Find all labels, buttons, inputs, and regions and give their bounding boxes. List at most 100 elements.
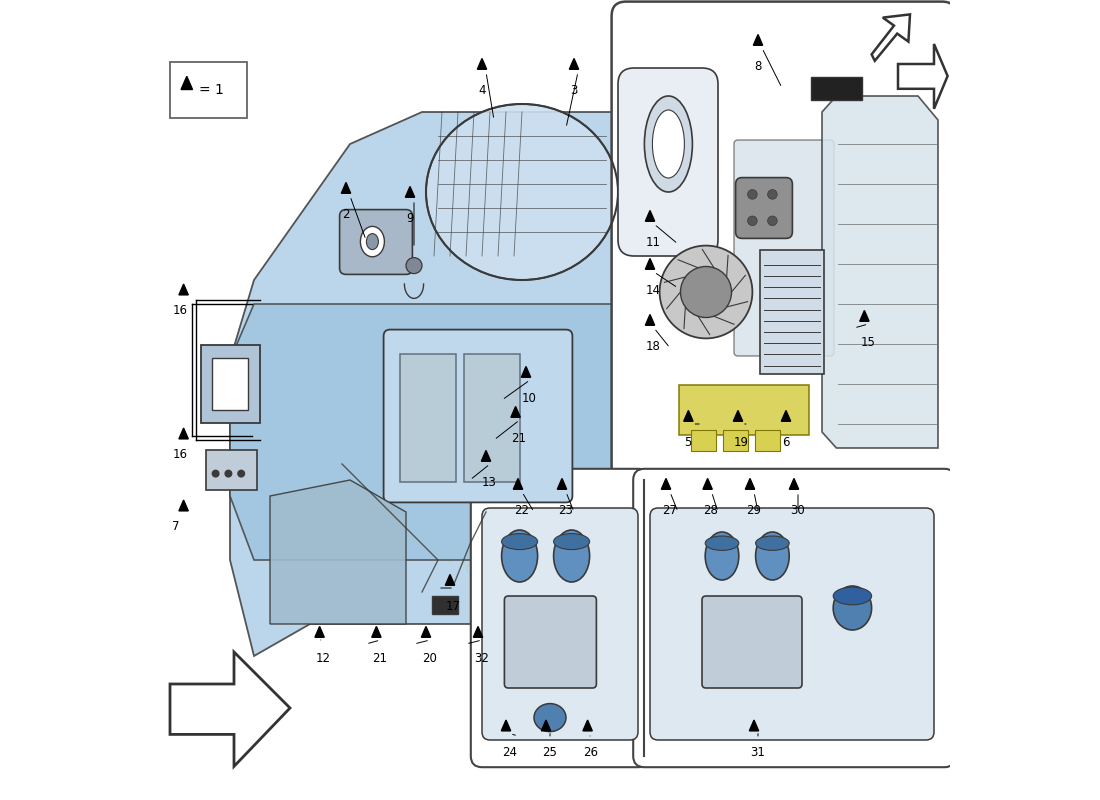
Ellipse shape: [756, 532, 789, 580]
Circle shape: [224, 470, 232, 478]
Polygon shape: [860, 310, 869, 322]
Text: 21: 21: [512, 432, 527, 445]
Polygon shape: [661, 478, 671, 490]
Text: 4: 4: [478, 84, 485, 97]
Text: 10: 10: [522, 392, 537, 405]
FancyBboxPatch shape: [399, 354, 456, 482]
Ellipse shape: [366, 234, 378, 250]
Text: 8: 8: [754, 60, 761, 73]
Polygon shape: [646, 314, 654, 326]
Ellipse shape: [645, 96, 692, 192]
Polygon shape: [230, 304, 630, 560]
FancyBboxPatch shape: [755, 430, 780, 451]
Text: 18: 18: [646, 340, 661, 353]
Polygon shape: [703, 478, 713, 490]
FancyBboxPatch shape: [463, 354, 520, 482]
Polygon shape: [482, 450, 491, 462]
Polygon shape: [898, 44, 947, 109]
Circle shape: [768, 190, 778, 199]
FancyBboxPatch shape: [340, 210, 412, 274]
Circle shape: [748, 216, 757, 226]
Text: 22: 22: [514, 504, 529, 517]
FancyBboxPatch shape: [702, 596, 802, 688]
Polygon shape: [570, 58, 579, 70]
Polygon shape: [473, 626, 483, 638]
Polygon shape: [179, 284, 188, 295]
Polygon shape: [341, 182, 351, 194]
Text: a passion for parts since...: a passion for parts since...: [367, 507, 604, 645]
FancyBboxPatch shape: [734, 140, 834, 356]
Polygon shape: [646, 258, 654, 270]
FancyBboxPatch shape: [482, 508, 638, 740]
FancyBboxPatch shape: [212, 358, 249, 410]
Ellipse shape: [553, 530, 590, 582]
Polygon shape: [871, 14, 910, 61]
Polygon shape: [781, 410, 791, 422]
FancyBboxPatch shape: [612, 2, 956, 482]
Polygon shape: [514, 478, 522, 490]
Polygon shape: [179, 428, 188, 439]
Polygon shape: [446, 574, 454, 586]
Polygon shape: [646, 210, 654, 222]
Polygon shape: [405, 186, 415, 198]
Text: 3: 3: [570, 84, 578, 97]
Text: 28: 28: [704, 504, 718, 517]
Polygon shape: [822, 96, 938, 448]
Circle shape: [681, 266, 732, 318]
Text: 9: 9: [406, 212, 414, 225]
Text: 31: 31: [750, 746, 764, 758]
Polygon shape: [230, 112, 646, 656]
Text: 32: 32: [474, 652, 488, 665]
Text: 30: 30: [790, 504, 805, 517]
FancyBboxPatch shape: [679, 385, 810, 435]
FancyBboxPatch shape: [650, 508, 934, 740]
FancyBboxPatch shape: [384, 330, 572, 502]
Polygon shape: [421, 626, 431, 638]
Ellipse shape: [553, 534, 590, 550]
Text: 20: 20: [422, 652, 437, 665]
FancyBboxPatch shape: [691, 430, 716, 451]
Text: 11: 11: [646, 236, 661, 249]
Polygon shape: [734, 410, 742, 422]
Polygon shape: [749, 720, 759, 731]
Polygon shape: [583, 720, 592, 731]
Text: 6: 6: [782, 436, 790, 449]
Text: 12: 12: [316, 652, 331, 665]
Text: 26: 26: [584, 746, 598, 758]
Ellipse shape: [833, 587, 871, 605]
Polygon shape: [372, 626, 381, 638]
Polygon shape: [790, 478, 799, 490]
Text: 7: 7: [173, 520, 180, 533]
Polygon shape: [754, 34, 762, 46]
FancyBboxPatch shape: [505, 596, 596, 688]
Text: 15: 15: [860, 336, 876, 349]
Ellipse shape: [652, 110, 684, 178]
Ellipse shape: [361, 226, 384, 257]
Polygon shape: [746, 478, 755, 490]
Polygon shape: [315, 626, 324, 638]
Circle shape: [660, 246, 752, 338]
Ellipse shape: [705, 532, 739, 580]
Ellipse shape: [534, 704, 566, 731]
FancyBboxPatch shape: [201, 345, 260, 423]
Polygon shape: [182, 76, 192, 90]
Text: 27: 27: [662, 504, 676, 517]
Ellipse shape: [426, 104, 618, 280]
Text: 2: 2: [342, 208, 350, 221]
Text: 17: 17: [446, 600, 461, 613]
Polygon shape: [510, 406, 520, 418]
Polygon shape: [170, 652, 290, 766]
Polygon shape: [179, 500, 188, 511]
FancyBboxPatch shape: [760, 250, 824, 374]
FancyBboxPatch shape: [206, 450, 257, 490]
Polygon shape: [477, 58, 486, 70]
Ellipse shape: [756, 536, 789, 550]
Polygon shape: [541, 720, 551, 731]
Text: euro
parts: euro parts: [334, 314, 525, 486]
Text: 5: 5: [684, 436, 692, 449]
Text: 16: 16: [173, 448, 187, 461]
Circle shape: [748, 190, 757, 199]
FancyBboxPatch shape: [618, 68, 718, 256]
Text: = 1: = 1: [199, 83, 223, 97]
FancyBboxPatch shape: [170, 62, 246, 118]
